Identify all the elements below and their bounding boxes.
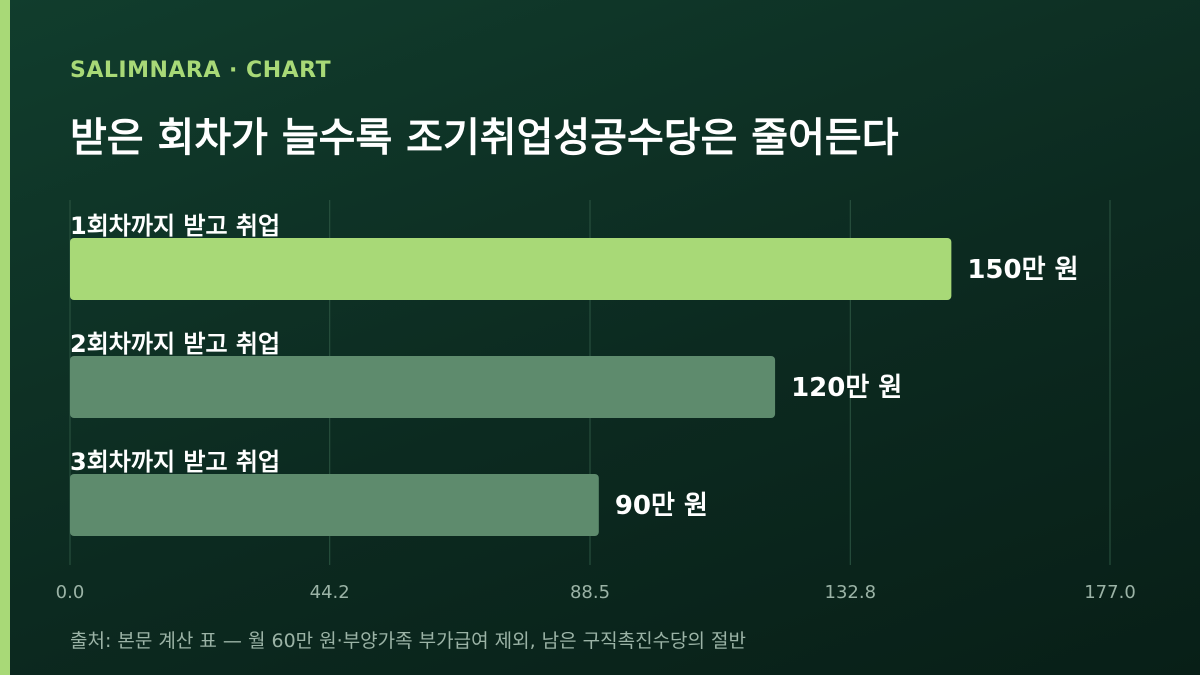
category-label: 1회차까지 받고 취업	[70, 212, 280, 240]
x-tick-label: 132.8	[825, 582, 877, 603]
source-note: 출처: 본문 계산 표 — 월 60만 원·부양가족 부가급여 제외, 남은 구…	[70, 630, 747, 652]
kicker-label: SALIMNARA · CHART	[70, 58, 332, 83]
bar	[70, 356, 776, 418]
category-label: 2회차까지 받고 취업	[70, 330, 280, 358]
x-tick-label: 88.5	[570, 582, 610, 603]
value-label: 120만 원	[791, 373, 902, 403]
bar	[70, 474, 599, 536]
x-tick-label: 0.0	[56, 582, 85, 603]
accent-bar	[0, 0, 10, 675]
x-tick-label: 44.2	[310, 582, 350, 603]
chart-title: 받은 회차가 늘수록 조기취업성공수당은 줄어든다	[70, 115, 899, 161]
category-label: 3회차까지 받고 취업	[70, 448, 280, 476]
bar	[70, 238, 952, 300]
value-label: 150만 원	[967, 255, 1078, 285]
value-label: 90만 원	[615, 491, 708, 521]
x-tick-label: 177.0	[1084, 582, 1136, 603]
